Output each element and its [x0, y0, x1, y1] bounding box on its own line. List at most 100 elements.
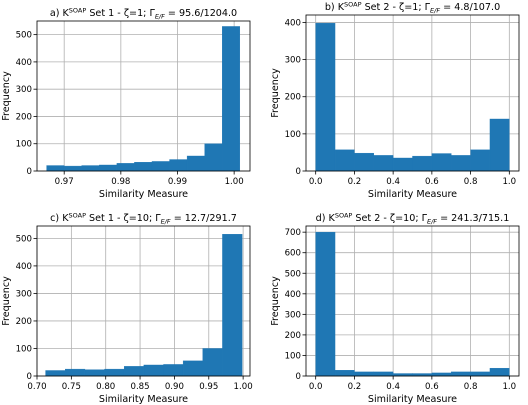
y-tick-label: 700: [285, 228, 301, 238]
histogram-bar: [63, 165, 82, 172]
title-sub: E/F: [155, 13, 165, 21]
y-tick-label: 200: [16, 112, 32, 122]
y-tick-label: 200: [285, 93, 301, 103]
x-tick-label: 0.85: [130, 382, 149, 392]
y-tick-label: 100: [285, 351, 301, 361]
x-tick-label: 0.90: [165, 382, 184, 392]
histogram-bar: [46, 165, 65, 172]
title-prefix: b) K: [325, 2, 345, 13]
x-tick-label: 0.80: [96, 382, 115, 392]
y-tick-label: 400: [16, 58, 32, 68]
histogram-bar: [315, 22, 336, 172]
histogram-bar: [65, 368, 86, 377]
x-axis-label: Similarity Measure: [368, 189, 457, 200]
x-tick-label: 0.70: [27, 382, 46, 392]
x-tick-label: 0.4: [386, 177, 400, 187]
title-prefix: d) K: [316, 213, 336, 224]
panel-title: a) KSOAP Set 1 - ζ=1; ΓE/F = 95.6/1204.0: [50, 7, 237, 21]
histogram-bar: [373, 155, 394, 172]
title-sup: SOAP: [69, 7, 87, 15]
x-tick-label: 0.6: [425, 177, 439, 187]
title-prefix: a) K: [50, 8, 70, 19]
histogram-bar: [334, 149, 355, 172]
y-axis-label: Frequency: [270, 68, 281, 118]
title-tail: = 12.7/291.7: [171, 213, 237, 224]
plot-frame: [36, 225, 251, 377]
y-tick-label: 100: [16, 344, 32, 354]
title-prefix: c) K: [50, 213, 69, 224]
y-tick-label: 300: [16, 85, 32, 95]
x-tick-label: 1.00: [225, 177, 244, 187]
y-tick-label: 400: [16, 262, 32, 272]
histogram-bar: [470, 371, 491, 377]
y-tick-label: 500: [285, 269, 301, 279]
histogram-bar: [186, 155, 205, 172]
histogram-bar: [123, 366, 145, 377]
histogram-bar: [134, 162, 153, 172]
y-tick-label: 500: [16, 234, 32, 244]
panel-title: c) KSOAP Set 1 - ζ=10; ΓE/F = 12.7/291.7: [50, 212, 237, 226]
title-sup: SOAP: [335, 212, 353, 220]
y-tick-label: 500: [16, 31, 32, 41]
histogram-bar: [392, 157, 413, 172]
histogram-bar: [151, 161, 170, 172]
y-axis-label: Frequency: [1, 71, 12, 121]
y-tick-label: 0: [296, 167, 301, 177]
histogram-bar: [431, 153, 452, 172]
y-tick-label: 300: [285, 310, 301, 320]
histogram-bar: [163, 364, 184, 377]
x-tick-label: 0.0: [309, 382, 323, 392]
title-tail: = 95.6/1204.0: [165, 8, 237, 19]
histogram-bar: [334, 370, 355, 377]
histogram-bar: [373, 371, 394, 377]
histogram-bar: [143, 364, 164, 377]
title-sub: E/F: [427, 218, 437, 226]
x-tick-label: 0.99: [168, 177, 187, 187]
x-tick-label: 0.75: [62, 382, 81, 392]
histogram-bar: [489, 118, 510, 172]
histogram-bar: [45, 370, 66, 377]
histogram-bar: [412, 155, 433, 172]
title-tail: = 4.8/107.0: [440, 2, 500, 13]
x-tick-label: 0.4: [386, 382, 400, 392]
y-tick-label: 0: [296, 372, 301, 382]
y-tick-label: 0: [27, 167, 32, 177]
histogram-panel-1: 0.97 0.98 0.99 1.00 0 100 200 300 400 500 Similari…: [1, 7, 251, 200]
x-axis-label: Similarity Measure: [99, 189, 188, 200]
histogram-bar: [315, 231, 336, 377]
histogram-bar: [222, 234, 243, 377]
histogram-bar: [104, 368, 125, 377]
histogram-panel-3: 0.70 0.75 0.80 0.85 0.90 0.95 1.00 0 100 200 300 40…: [1, 212, 253, 405]
y-tick-label: 200: [285, 331, 301, 341]
histogram-bar: [169, 159, 188, 172]
y-axis-label: Frequency: [270, 276, 281, 326]
title-sup: SOAP: [344, 1, 362, 9]
histogram-bar: [204, 143, 223, 172]
histogram-bar: [116, 163, 135, 172]
histogram-bar: [489, 367, 510, 377]
x-tick-label: 0.95: [199, 382, 218, 392]
y-tick-label: 600: [285, 249, 301, 259]
histogram-bar: [451, 371, 471, 377]
plot-frame: [305, 14, 520, 172]
y-tick-label: 300: [285, 56, 301, 66]
x-tick-label: 1.0: [502, 177, 516, 187]
histogram-bar: [81, 165, 100, 172]
title-rest: Set 2 - ζ=1; Γ: [362, 2, 431, 13]
x-tick-label: 0.8: [464, 382, 478, 392]
y-tick-label: 100: [285, 130, 301, 140]
histogram-bar: [354, 152, 374, 172]
panel-title: b) KSOAP Set 2 - ζ=1; ΓE/F = 4.8/107.0: [325, 1, 500, 15]
plot-frame: [36, 20, 251, 172]
title-rest: Set 1 - ζ=1; Γ: [86, 8, 155, 19]
x-tick-label: 0.8: [464, 177, 478, 187]
title-tail: = 241.3/715.1: [437, 213, 509, 224]
x-tick-label: 1.0: [502, 382, 516, 392]
title-rest: Set 2 - ζ=10; Γ: [352, 213, 427, 224]
histogram-bar: [182, 360, 203, 377]
histogram-bar: [431, 372, 452, 377]
x-tick-label: 0.2: [348, 382, 362, 392]
y-tick-label: 100: [16, 140, 32, 150]
histogram-bar: [84, 369, 105, 377]
y-axis-label: Frequency: [1, 276, 12, 326]
